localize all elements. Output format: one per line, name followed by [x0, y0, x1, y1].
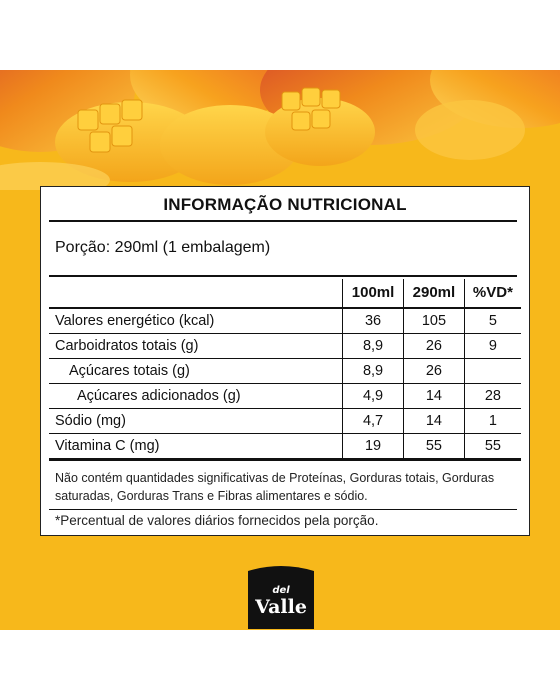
not-significant-note: Não contém quantidades significativas de… — [55, 471, 495, 503]
nutrient-name: Açúcares adicionados (g) — [49, 383, 343, 409]
table-header-row: 100ml 290ml %VD* — [49, 279, 521, 309]
value-vd: 5 — [463, 308, 521, 334]
del-valle-logo: del Valle — [244, 563, 318, 629]
value-vd: 1 — [463, 408, 521, 434]
nutrition-label: INFORMAÇÃO NUTRICIONAL Porção: 290ml (1 … — [40, 186, 530, 536]
value-290ml: 105 — [402, 308, 465, 334]
header-100ml: 100ml — [342, 279, 404, 309]
nutrient-name: Sódio (mg) — [49, 408, 343, 434]
top-margin — [0, 0, 560, 70]
value-100ml: 36 — [342, 308, 404, 334]
value-290ml: 26 — [402, 358, 465, 384]
header-nutrient — [49, 279, 343, 309]
value-100ml: 4,7 — [342, 408, 404, 434]
table-row: Valores energético (kcal) 36 105 5 — [49, 308, 521, 334]
bottom-margin — [0, 630, 560, 700]
value-vd: 28 — [463, 383, 521, 409]
table-row: Sódio (mg) 4,7 14 1 — [49, 408, 521, 434]
nutrient-name: Carboidratos totais (g) — [49, 333, 343, 359]
logo-badge: del Valle — [248, 566, 314, 629]
value-100ml: 8,9 — [342, 358, 404, 384]
nutrient-name: Vitamina C (mg) — [49, 433, 343, 461]
value-vd: 55 — [463, 433, 521, 461]
footnote-rule — [49, 509, 517, 510]
table-row: Açúcares totais (g) 8,9 26 — [49, 358, 521, 384]
value-vd: 9 — [463, 333, 521, 359]
portion-size: Porção: 290ml (1 embalagem) — [55, 239, 271, 256]
value-290ml: 55 — [402, 433, 465, 461]
value-290ml: 14 — [402, 408, 465, 434]
value-290ml: 26 — [402, 333, 465, 359]
value-290ml: 14 — [402, 383, 465, 409]
logo-text-valle: Valle — [254, 596, 307, 618]
title-rule — [49, 220, 517, 222]
nutrient-name: Valores energético (kcal) — [49, 308, 343, 334]
logo-text-del: del — [272, 585, 290, 596]
value-vd — [463, 358, 521, 384]
mango-photo — [0, 70, 560, 190]
portion-rule — [49, 275, 517, 277]
header-vd: %VD* — [463, 279, 521, 309]
nutrient-name: Açúcares totais (g) — [49, 358, 343, 384]
value-100ml: 19 — [342, 433, 404, 461]
label-title: INFORMAÇÃO NUTRICIONAL — [163, 195, 407, 214]
nutrition-table: 100ml 290ml %VD* Valores energético (kca… — [49, 279, 521, 461]
daily-value-footnote: *Percentual de valores diários fornecido… — [55, 513, 379, 528]
table-row: Carboidratos totais (g) 8,9 26 9 — [49, 333, 521, 359]
table-row: Vitamina C (mg) 19 55 55 — [49, 433, 521, 461]
header-290ml: 290ml — [402, 279, 465, 309]
value-100ml: 4,9 — [342, 383, 404, 409]
table-row: Açúcares adicionados (g) 4,9 14 28 — [49, 383, 521, 409]
value-100ml: 8,9 — [342, 333, 404, 359]
